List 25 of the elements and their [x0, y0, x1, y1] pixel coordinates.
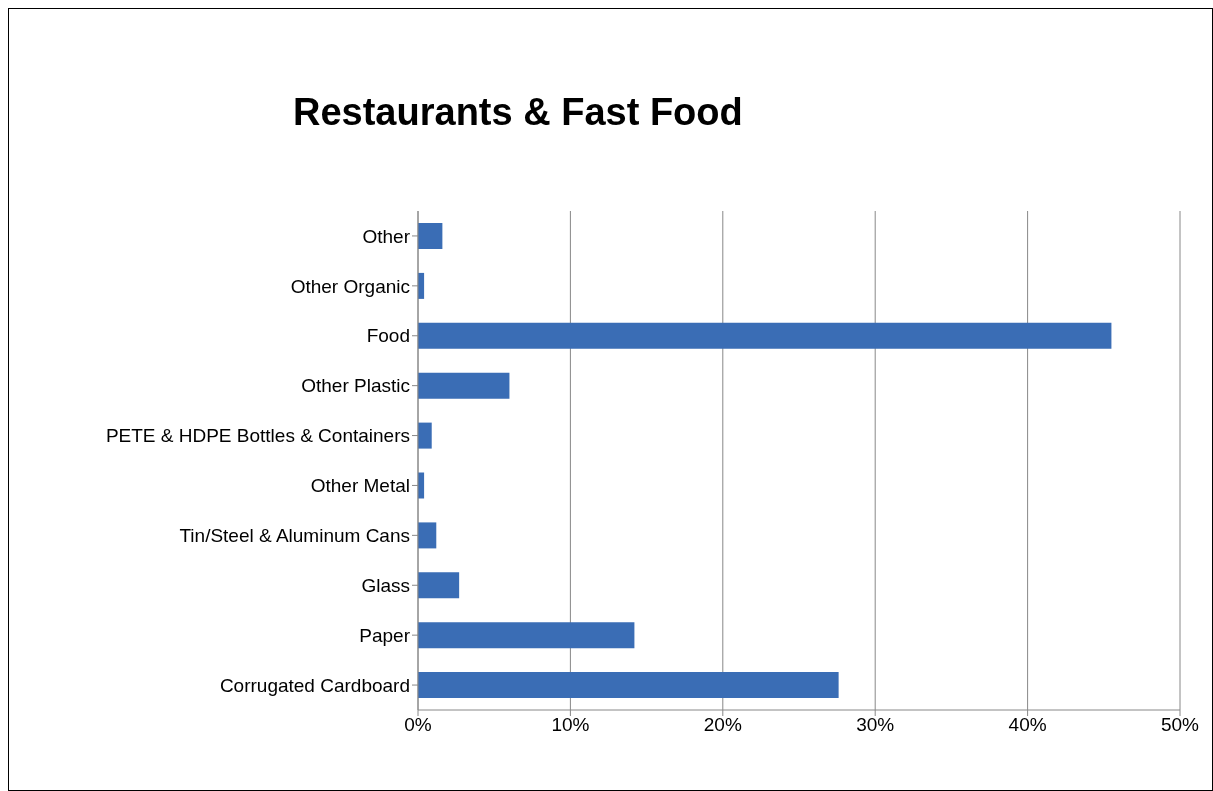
y-tick-label: Food: [366, 325, 410, 347]
x-tick-label: 0%: [404, 714, 432, 736]
y-tick-label: Other Plastic: [301, 375, 410, 397]
x-tick-label: 20%: [703, 714, 742, 736]
x-tick-label: 30%: [856, 714, 895, 736]
x-tick-label: 40%: [1008, 714, 1047, 736]
bar: [418, 622, 635, 649]
bar: [418, 372, 510, 399]
y-tick-label: Other Metal: [310, 475, 410, 497]
bar: [418, 422, 432, 449]
bar: [418, 522, 437, 549]
x-tick-label: 50%: [1160, 714, 1200, 736]
y-tick-label: PETE & HDPE Bottles & Containers: [105, 425, 410, 447]
y-tick-label: Corrugated Cardboard: [219, 674, 410, 696]
x-tick-label: 10%: [551, 714, 590, 736]
chart-title: Restaurants & Fast Food: [293, 91, 743, 134]
y-tick-label: Glass: [361, 574, 410, 596]
bar: [418, 572, 460, 599]
bar: [418, 223, 443, 249]
y-tick-label: Other: [362, 225, 411, 247]
y-tick-label: Other Organic: [290, 275, 410, 297]
bar: [418, 322, 1112, 349]
y-tick-label: Tin/Steel & Aluminum Cans: [179, 525, 410, 547]
y-tick-label: Paper: [359, 624, 411, 646]
bar: [418, 672, 839, 699]
